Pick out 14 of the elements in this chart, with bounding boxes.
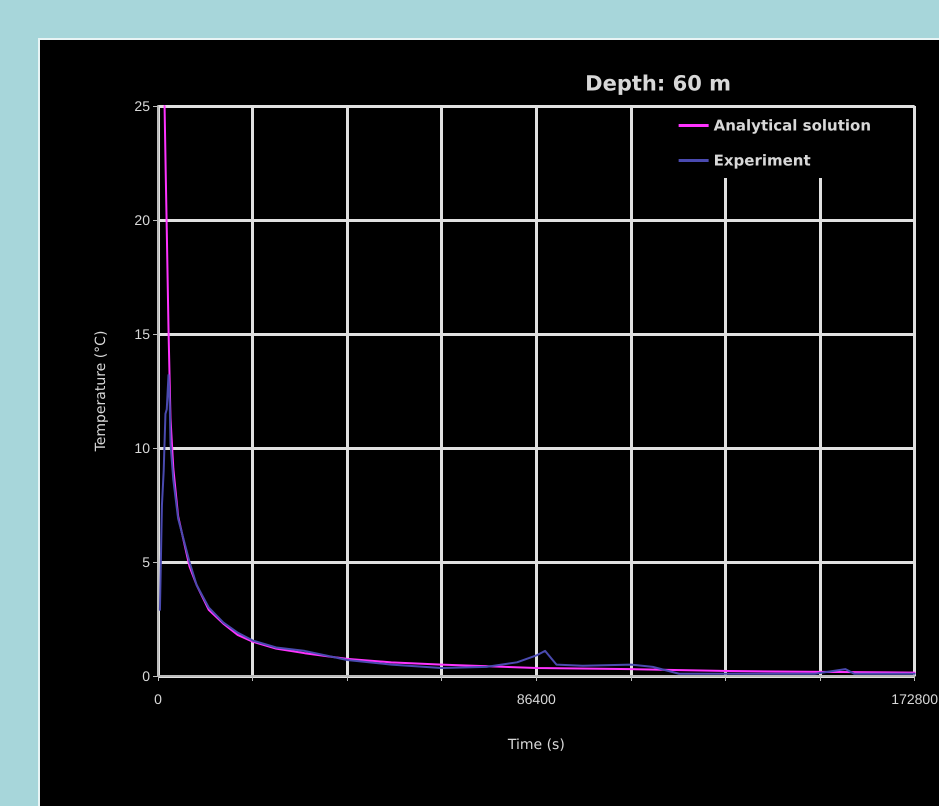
y-tick-label: 0 — [142, 668, 150, 684]
x-axis-title: Time (s) — [506, 737, 565, 753]
x-tick-label: 0 — [154, 691, 162, 707]
x-tick-label: 86400 — [516, 691, 556, 707]
y-tick-label: 5 — [142, 554, 150, 570]
y-axis-title: Temperature (°C) — [93, 330, 109, 452]
legend-label: Analytical solution — [714, 116, 872, 134]
y-tick-label: 25 — [134, 98, 150, 114]
y-tick-label: 10 — [134, 440, 150, 456]
y-tick-label: 15 — [134, 326, 150, 342]
y-tick-label: 20 — [134, 212, 150, 228]
legend-label: Experiment — [714, 152, 811, 170]
legend-title: Depth: 60 m — [585, 72, 732, 96]
x-tick-label: 172800 — [891, 691, 938, 707]
